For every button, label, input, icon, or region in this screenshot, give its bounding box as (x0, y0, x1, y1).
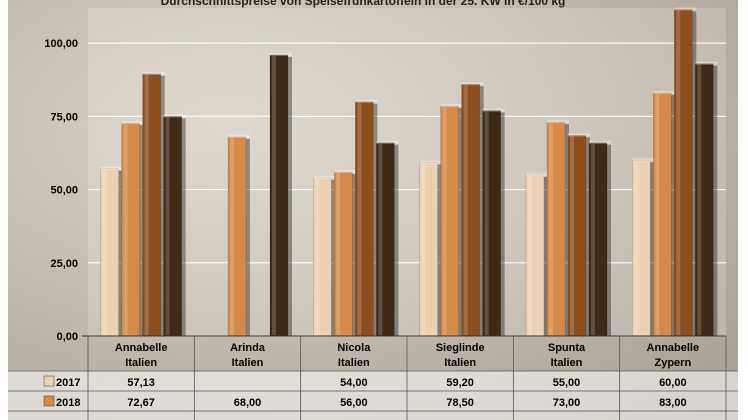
y-tick-label: 0,00 (57, 331, 78, 343)
bar-top (313, 175, 336, 179)
bar-top (482, 108, 505, 112)
category-label: Annabelle (115, 342, 168, 354)
bar-top (589, 140, 611, 144)
plot-area: 0,00 25,00 50,00 75,00 100,00 Annabelle Italie… (44, 7, 726, 369)
bar-highlight (165, 117, 170, 335)
category-label: Arinda (230, 342, 266, 354)
bar-top (461, 82, 484, 86)
bar-highlight (378, 143, 383, 335)
bar-highlight (697, 64, 702, 336)
table-cell: 68,00 (234, 397, 262, 409)
category-sublabel: Italien (444, 357, 476, 369)
table-cell: 73,00 (553, 397, 581, 409)
bar-top (228, 134, 250, 138)
table-cell: 83,00 (659, 397, 687, 409)
bar-top (674, 7, 697, 11)
bar-top (653, 90, 676, 94)
bar-top (100, 166, 123, 170)
bar-highlight (655, 93, 660, 335)
category-sublabel: Italien (551, 357, 583, 369)
category-label: Spunta (548, 342, 586, 354)
category-sublabel: Italien (125, 357, 157, 369)
bar-highlight (442, 107, 447, 335)
bar-highlight (676, 10, 681, 335)
chart-svg: Durchschnittspreise von Speisefrühkartof… (8, 0, 738, 420)
table-cell: 60,00 (659, 377, 687, 389)
chart-frame: Durchschnittspreise von Speisefrühkartof… (8, 0, 738, 420)
bar-highlight (357, 102, 362, 335)
bar-highlight (336, 173, 341, 335)
bar-top (270, 52, 292, 56)
category-label: Annabelle (647, 342, 700, 354)
bar-top (142, 71, 165, 75)
bar-highlight (484, 111, 489, 335)
bar-top (526, 172, 548, 176)
bar-highlight (549, 123, 553, 335)
legend-label: 2017 (56, 377, 80, 389)
legend-label: 2018 (56, 397, 80, 409)
category-sublabel: Italien (338, 357, 370, 369)
bar-top (547, 120, 569, 124)
bar-highlight (528, 175, 532, 335)
category-sublabel: Zypern (654, 357, 691, 369)
bar-top (419, 160, 442, 164)
bar-highlight (230, 137, 234, 335)
plot-background (88, 8, 726, 336)
table-cell: 56,00 (340, 397, 368, 409)
category-label: Sieglinde (436, 342, 485, 354)
data-table: 2017 57,13 54,00 59,20 55,00 60,00 2018 72,67 68… (8, 336, 738, 420)
bar-highlight (102, 169, 107, 335)
bar-highlight (570, 136, 574, 335)
table-cell: 72,67 (127, 397, 155, 409)
bar-highlight (272, 55, 276, 335)
bar-highlight (421, 163, 426, 335)
y-tick-label: 25,00 (50, 258, 78, 270)
bar-top (334, 170, 357, 173)
y-tick-label: 75,00 (50, 111, 78, 123)
y-tick-label: 100,00 (44, 38, 78, 50)
chart-title: Durchschnittspreise von Speisefrühkartof… (161, 0, 566, 8)
table-cell: 55,00 (553, 377, 581, 389)
legend-swatch (43, 375, 55, 387)
bar-top (163, 114, 186, 118)
table-cell: 57,13 (127, 377, 155, 389)
bar-top (376, 140, 399, 144)
table-cell: 59,20 (446, 377, 474, 389)
category-sublabel: Italien (232, 357, 264, 369)
table-cell: 78,50 (446, 397, 474, 409)
bar-highlight (315, 178, 320, 335)
table-background (8, 371, 738, 420)
bar-highlight (144, 74, 149, 336)
y-tick-label: 50,00 (50, 185, 78, 197)
bar-top (568, 133, 590, 137)
bar-highlight (123, 124, 128, 335)
bar-highlight (463, 85, 468, 336)
bar-top (695, 61, 718, 65)
bar-top (121, 121, 144, 125)
bar-top (355, 99, 378, 103)
bar-top (440, 104, 463, 108)
legend-swatch (43, 395, 55, 407)
bar-highlight (591, 143, 595, 335)
bar-highlight (634, 161, 639, 335)
table-cell: 54,00 (340, 377, 368, 389)
category-label: Nicola (337, 342, 371, 354)
bar-top (632, 158, 655, 162)
